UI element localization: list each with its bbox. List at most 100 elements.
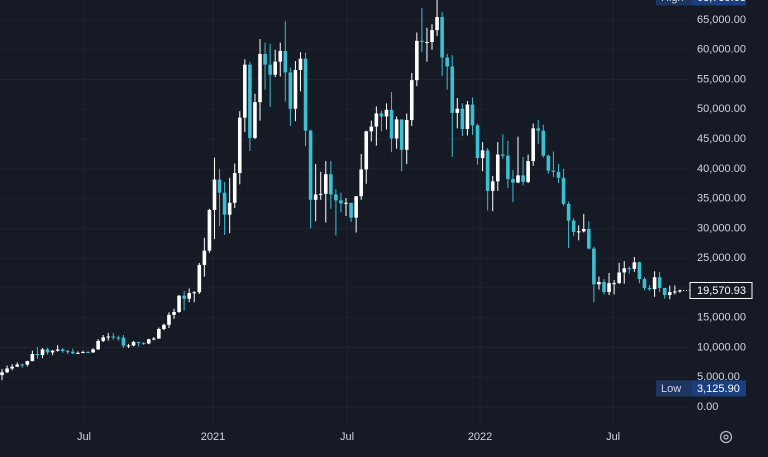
y-tick-label: 10,000.00 bbox=[697, 341, 746, 353]
y-axis: 0.005,000.0010,000.0015,000.0020,000.002… bbox=[697, 14, 746, 413]
candle-body bbox=[65, 351, 70, 353]
candle-body bbox=[642, 278, 647, 288]
gear-ring bbox=[719, 430, 733, 444]
y-tick-label: 35,000.00 bbox=[697, 193, 746, 205]
candle-body bbox=[106, 336, 111, 338]
candle-body bbox=[273, 61, 277, 75]
candle-body bbox=[435, 17, 439, 31]
candle-body bbox=[657, 277, 662, 288]
candle-body bbox=[561, 177, 566, 204]
candle-body bbox=[60, 349, 65, 352]
candle-body bbox=[445, 57, 449, 67]
candle-body bbox=[430, 30, 434, 43]
candle-body bbox=[592, 248, 596, 285]
candle-body bbox=[96, 340, 100, 350]
candle-body bbox=[637, 262, 642, 279]
candle-body bbox=[536, 128, 541, 131]
last-price-label: 19,570.93 bbox=[697, 285, 746, 297]
candle-body bbox=[227, 202, 232, 215]
candle-body bbox=[404, 120, 409, 150]
candle-body bbox=[632, 262, 637, 269]
candle-body bbox=[45, 349, 50, 353]
candle-body bbox=[192, 292, 197, 294]
candle-body bbox=[364, 131, 369, 170]
candle-body bbox=[354, 196, 358, 218]
candle-body bbox=[182, 295, 186, 299]
y-tick-label: 60,000.00 bbox=[697, 44, 746, 56]
candle-body bbox=[86, 351, 90, 353]
candle-body bbox=[263, 53, 267, 65]
candle-body bbox=[622, 268, 627, 273]
candle-body bbox=[50, 350, 55, 353]
candle-body bbox=[283, 50, 288, 73]
candle-body bbox=[91, 349, 95, 353]
candle-body bbox=[425, 42, 429, 44]
candle-body bbox=[35, 354, 40, 356]
y-tick-label: 40,000.00 bbox=[697, 163, 746, 175]
candle-body bbox=[495, 154, 500, 182]
candle-body bbox=[81, 351, 85, 353]
candle-body bbox=[602, 281, 606, 293]
candle-body bbox=[399, 119, 404, 150]
candle-body bbox=[177, 295, 181, 312]
candle-body bbox=[40, 349, 45, 356]
candle-body bbox=[298, 58, 303, 71]
candle-body bbox=[521, 175, 525, 182]
candle-body bbox=[485, 150, 490, 191]
candle-body bbox=[678, 290, 682, 292]
x-tick-label: Jul bbox=[340, 431, 354, 443]
y-tick-label: 15,000.00 bbox=[697, 312, 746, 324]
candle-body bbox=[0, 372, 4, 376]
candle-body bbox=[248, 64, 252, 138]
high-badge-name: High bbox=[661, 0, 684, 4]
candle-body bbox=[460, 108, 465, 129]
candle-body bbox=[379, 113, 384, 117]
candle-body bbox=[546, 155, 551, 171]
candle-body bbox=[334, 194, 338, 201]
settings-icon[interactable] bbox=[719, 430, 733, 444]
candle-body bbox=[662, 287, 667, 296]
candle-body bbox=[10, 366, 14, 369]
candle-body bbox=[131, 341, 136, 346]
candle-body bbox=[369, 126, 374, 132]
high-badge-value-bg bbox=[692, 0, 746, 6]
y-tick-label: 50,000.00 bbox=[697, 103, 746, 115]
candle-body bbox=[323, 174, 328, 194]
gear-hub bbox=[723, 434, 729, 440]
y-tick-label: 25,000.00 bbox=[697, 252, 746, 264]
candle-body bbox=[167, 314, 171, 325]
low-badge-value: 3,125.90 bbox=[697, 383, 740, 395]
candle-body bbox=[673, 291, 677, 293]
candle-body bbox=[268, 64, 272, 75]
candle-body bbox=[116, 337, 121, 339]
low-badge-name: Low bbox=[661, 383, 681, 395]
candle-body bbox=[162, 324, 166, 330]
candle-body bbox=[187, 292, 191, 299]
candle-body bbox=[374, 113, 379, 127]
candle-body bbox=[339, 200, 343, 204]
badges: 19,570.93 Low 3,125.90 High 68,789.63 bbox=[656, 0, 753, 397]
candle-body bbox=[359, 169, 363, 197]
candle-body bbox=[141, 342, 146, 344]
candle-body bbox=[303, 58, 308, 131]
candle-body bbox=[617, 272, 621, 284]
candle-body bbox=[647, 287, 652, 290]
candle-body bbox=[202, 250, 207, 265]
x-tick-label: 2022 bbox=[468, 431, 492, 443]
candle-body bbox=[551, 170, 556, 172]
candle-body bbox=[597, 281, 601, 285]
y-tick-label: 55,000.00 bbox=[697, 73, 746, 85]
x-tick-label: Jul bbox=[77, 431, 91, 443]
candle-body bbox=[222, 192, 227, 215]
candle-body bbox=[207, 209, 212, 251]
candle-body bbox=[293, 70, 298, 109]
candle-body bbox=[243, 64, 247, 118]
x-tick-label: 2021 bbox=[201, 431, 225, 443]
candle-body bbox=[212, 179, 217, 210]
candle-body bbox=[470, 104, 475, 126]
candle-body bbox=[217, 179, 222, 193]
candle-body bbox=[587, 228, 591, 249]
candle-body bbox=[258, 53, 262, 103]
candle-body bbox=[278, 50, 283, 62]
